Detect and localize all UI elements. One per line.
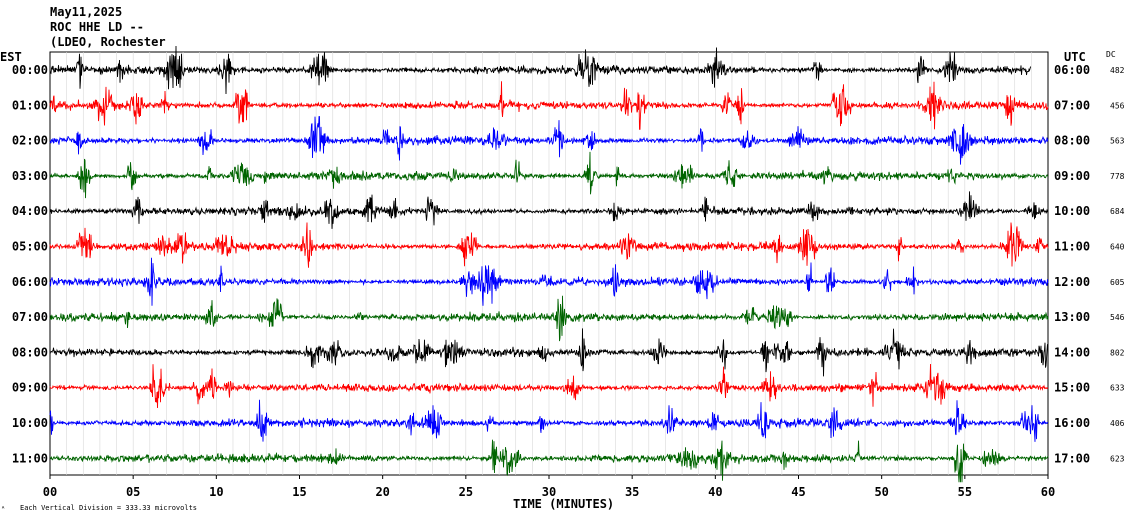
x-tick-label: 25	[459, 485, 473, 499]
scale-mark: ᴬ	[1, 504, 5, 513]
row-labels: 00:00 06:00 482 01:00 07:00 456 02:00 08:00 563 0…	[12, 63, 1125, 465]
x-tick-label: 15	[292, 485, 306, 499]
x-tick-label: 40	[708, 485, 722, 499]
x-axis-ticks: 00 05 10 15 20 25 30 35 40 45 50 55 60	[43, 475, 1055, 499]
scale-note: Each Vertical Division = 333.33 microvol…	[20, 504, 197, 512]
dc-offset-label: 633	[1110, 384, 1125, 393]
minute-gridlines	[66, 52, 1032, 475]
utc-hour-label: 13:00	[1054, 310, 1090, 324]
est-hour-label: 06:00	[12, 275, 48, 289]
trace-line	[49, 363, 1049, 409]
utc-hour-label: 08:00	[1054, 134, 1090, 148]
est-hour-label: 05:00	[12, 240, 48, 254]
est-hour-label: 02:00	[12, 134, 48, 148]
dc-offset-label: 546	[1110, 313, 1125, 322]
est-hour-label: 11:00	[12, 451, 48, 465]
trace-line	[49, 191, 1049, 229]
utc-axis-label: UTC	[1064, 50, 1086, 64]
utc-hour-label: 10:00	[1054, 204, 1090, 218]
est-hour-label: 09:00	[12, 381, 48, 395]
dc-offset-label: 802	[1110, 348, 1125, 357]
trace-line	[49, 45, 1031, 95]
utc-hour-label: 09:00	[1054, 169, 1090, 183]
trace-line	[49, 81, 1049, 130]
x-tick-label: 10	[209, 485, 223, 499]
chart-location: (LDEO, Rochester	[50, 35, 166, 49]
utc-hour-label: 15:00	[1054, 381, 1090, 395]
est-hour-label: 10:00	[12, 416, 48, 430]
est-hour-label: 03:00	[12, 169, 48, 183]
trace-line	[49, 151, 1049, 199]
est-axis-label: EST	[0, 50, 22, 64]
dc-offset-label: 623	[1110, 454, 1125, 463]
dc-offset-label: 605	[1110, 278, 1125, 287]
x-axis-title: TIME (MINUTES)	[513, 497, 614, 511]
utc-hour-label: 12:00	[1054, 275, 1090, 289]
utc-hour-label: 11:00	[1054, 240, 1090, 254]
dc-offset-label: 406	[1110, 419, 1125, 428]
trace-line	[49, 116, 1049, 165]
x-tick-label: 05	[126, 485, 140, 499]
est-hour-label: 07:00	[12, 310, 48, 324]
utc-hour-label: 17:00	[1054, 451, 1090, 465]
trace-line	[49, 399, 1048, 442]
x-tick-label: 00	[43, 485, 57, 499]
x-tick-label: 55	[958, 485, 972, 499]
x-tick-label: 60	[1041, 485, 1055, 499]
trace-line	[49, 295, 1049, 342]
trace-line	[49, 257, 1049, 306]
utc-hour-label: 06:00	[1054, 63, 1090, 77]
trace-line	[49, 439, 1049, 483]
x-tick-label: 45	[791, 485, 805, 499]
est-hour-label: 01:00	[12, 98, 48, 112]
trace-line	[49, 328, 1049, 377]
utc-hour-label: 16:00	[1054, 416, 1090, 430]
utc-hour-label: 14:00	[1054, 345, 1090, 359]
dc-axis-label: DC	[1106, 50, 1116, 59]
x-tick-label: 30	[542, 485, 556, 499]
dc-offset-label: 456	[1110, 101, 1125, 110]
chart-date: May11,2025	[50, 5, 122, 19]
dc-offset-label: 640	[1110, 243, 1125, 252]
x-tick-label: 20	[375, 485, 389, 499]
dc-offset-label: 563	[1110, 137, 1125, 146]
x-tick-label: 50	[874, 485, 888, 499]
utc-hour-label: 07:00	[1054, 98, 1090, 112]
est-hour-label: 00:00	[12, 63, 48, 77]
dc-offset-label: 482	[1110, 66, 1125, 75]
dc-offset-label: 778	[1110, 172, 1125, 181]
x-tick-label: 35	[625, 485, 639, 499]
est-hour-label: 04:00	[12, 204, 48, 218]
trace-line	[49, 222, 1049, 268]
trace-rows	[49, 45, 1049, 483]
dc-offset-label: 684	[1110, 207, 1125, 216]
chart-station: ROC HHE LD --	[50, 20, 144, 34]
est-hour-label: 08:00	[12, 345, 48, 359]
